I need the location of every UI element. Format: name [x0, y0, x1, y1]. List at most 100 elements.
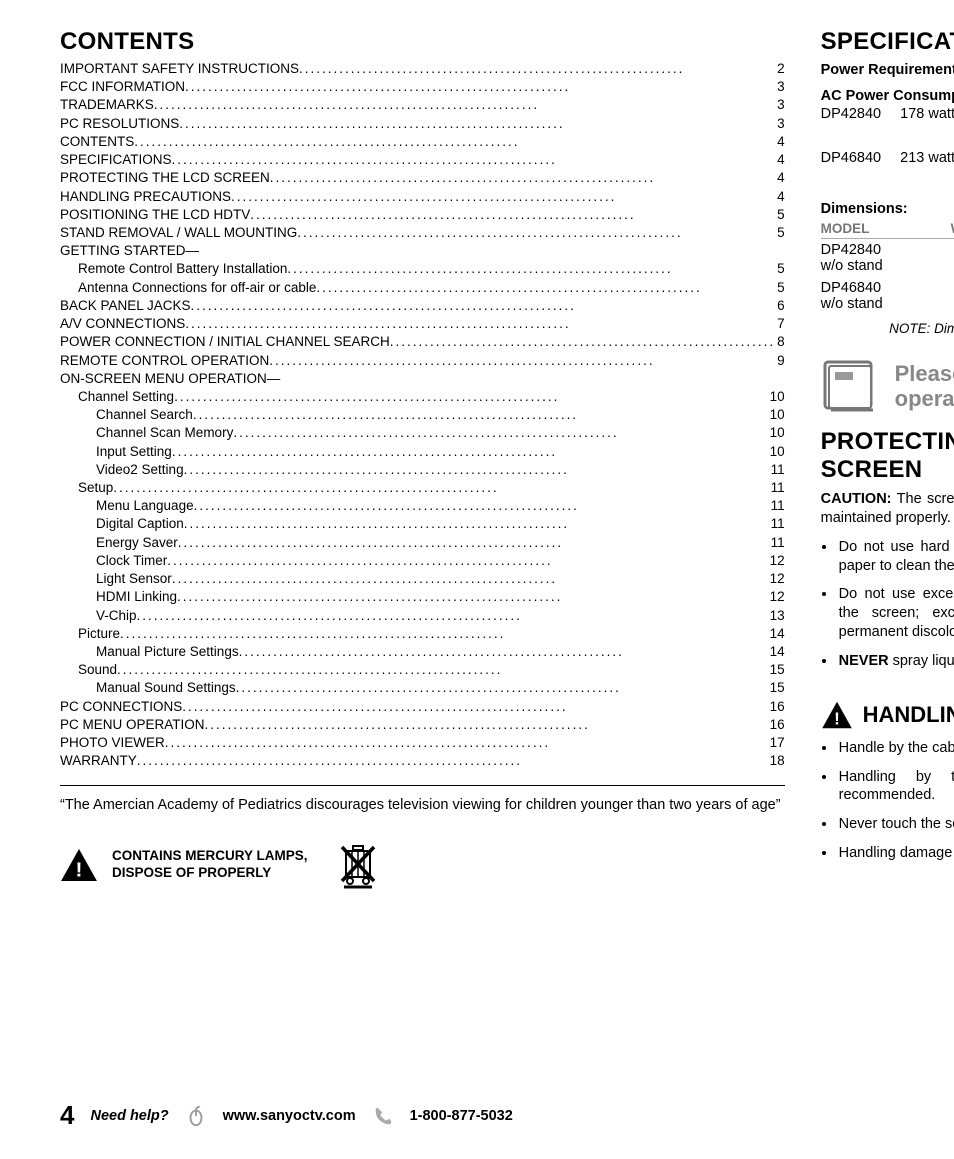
toc-label: BACK PANEL JACKS — [60, 297, 191, 315]
toc-row: POWER CONNECTION / INITIAL CHANNEL SEARC… — [60, 333, 785, 351]
toc-label: Energy Saver — [96, 534, 178, 552]
toc-page: 5 — [775, 224, 785, 242]
toc-row: PROTECTING THE LCD SCREEN 4 — [60, 169, 785, 187]
toc-page: 4 — [775, 133, 785, 151]
toc-leader — [236, 679, 768, 697]
toc-page: 5 — [775, 206, 785, 224]
table-row: DP46840w/o stand43.730.728.112.74.7 — [821, 277, 954, 315]
toc-label: HANDLING PRECAUTIONS — [60, 188, 231, 206]
toc-row: Light Sensor 12 — [60, 570, 785, 588]
toc-leader — [167, 552, 767, 570]
toc-label: Video2 Setting — [96, 461, 184, 479]
toc-label: PHOTO VIEWER — [60, 734, 165, 752]
toc-page: 11 — [769, 534, 785, 552]
toc-row: Video2 Setting 11 — [60, 461, 785, 479]
toc-row: Picture 14 — [60, 625, 785, 643]
toc-row: A/V CONNECTIONS 7 — [60, 315, 785, 333]
list-item: Handling by two or more people is recomm… — [837, 768, 954, 806]
consumption-header: AC Power Consumption: Weight: — [821, 88, 954, 104]
toc-label: Clock Timer — [96, 552, 167, 570]
toc-page: 10 — [768, 406, 785, 424]
left-column: CONTENTS IMPORTANT SAFETY INSTRUCTIONS 2… — [60, 28, 785, 889]
warning-icon: ! — [60, 848, 98, 882]
toc-row: HANDLING PRECAUTIONS 4 — [60, 188, 785, 206]
toc-label: ON-SCREEN MENU OPERATION— — [60, 370, 280, 388]
footer-url: www.sanyoctv.com — [223, 1108, 356, 1124]
toc-leader — [250, 206, 775, 224]
toc-row: V-Chip 13 — [60, 607, 785, 625]
caution-line: CAUTION: The screen can be damaged if it… — [821, 490, 954, 528]
list-item: Never touch the screen when handling. — [837, 815, 954, 834]
cell-model: DP42840w/o stand — [821, 239, 923, 278]
toc-row: Energy Saver 11 — [60, 534, 785, 552]
toc-leader — [172, 151, 776, 169]
dimensions-table: MODEL WIDTH HEIGHT DEPTH DP42840w/o stan… — [821, 219, 954, 315]
toc-row: Input Setting 10 — [60, 443, 785, 461]
footer: 4 Need help? www.sanyoctv.com 1-800-877-… — [60, 1100, 906, 1131]
toc-leader — [120, 625, 768, 643]
divider — [60, 785, 785, 786]
toc-leader — [287, 260, 775, 278]
toc-page: 14 — [768, 643, 785, 661]
toc-leader — [270, 169, 775, 187]
toc-leader — [239, 643, 768, 661]
toc-row: SPECIFICATIONS 4 — [60, 151, 785, 169]
toc-page: 2 — [775, 60, 785, 78]
toc-row: GETTING STARTED— — [60, 242, 785, 260]
toc-leader — [174, 388, 768, 406]
toc-leader — [231, 188, 775, 206]
read-first-text: Please read before operating your HDTV! — [895, 361, 954, 412]
toc-label: Manual Sound Settings — [96, 679, 236, 697]
toc-row: ON-SCREEN MENU OPERATION— — [60, 370, 785, 388]
toc-leader — [182, 698, 767, 716]
cell-width: 39.8 — [922, 239, 954, 278]
right-column: SPECIFICATIONS Power Requirement: Source… — [821, 28, 954, 889]
toc-row: Channel Setting 10 — [60, 388, 785, 406]
toc-row: STAND REMOVAL / WALL MOUNTING 5 — [60, 224, 785, 242]
toc-label: Channel Setting — [78, 388, 174, 406]
toc-page: 10 — [768, 443, 785, 461]
toc-label: Remote Control Battery Installation — [78, 260, 287, 278]
contents-heading: CONTENTS — [60, 28, 785, 56]
col-width: WIDTH — [922, 219, 954, 239]
model: DP46840 — [821, 148, 901, 192]
mouse-icon — [185, 1105, 207, 1127]
page-number: 4 — [60, 1100, 74, 1131]
toc-leader — [134, 133, 775, 151]
aap-quote: “The Amercian Academy of Pediatrics disc… — [60, 796, 785, 816]
svg-text:!: ! — [76, 858, 83, 881]
toc-leader — [205, 716, 768, 734]
toc-label: STAND REMOVAL / WALL MOUNTING — [60, 224, 297, 242]
toc-leader — [172, 570, 768, 588]
toc-row: HDMI Linking 12 — [60, 588, 785, 606]
toc-page: 11 — [769, 515, 785, 533]
dim-note: NOTE: Dimensions are in inches — [821, 321, 954, 336]
toc-label: TRADEMARKS — [60, 96, 154, 114]
toc-page: 5 — [775, 260, 785, 278]
power-req-label: Power Requirement: — [821, 62, 954, 78]
toc-leader — [113, 479, 768, 497]
toc-label: Light Sensor — [96, 570, 172, 588]
mercury-text: CONTAINS MERCURY LAMPS, DISPOSE OF PROPE… — [112, 848, 322, 882]
toc-page: 8 — [775, 333, 785, 351]
toc-page: 5 — [775, 279, 785, 297]
toc-leader — [316, 279, 775, 297]
toc-row: PC MENU OPERATION 16 — [60, 716, 785, 734]
toc-label: Antenna Connections for off-air or cable — [78, 279, 316, 297]
ac-label: AC Power Consumption: — [821, 88, 954, 104]
toc-page: 3 — [775, 78, 785, 96]
toc-page: 11 — [769, 461, 785, 479]
toc-leader — [165, 734, 768, 752]
read-first-row: Please read before operating your HDTV! — [821, 358, 954, 414]
toc-page: 11 — [769, 479, 785, 497]
toc-label: POSITIONING THE LCD HDTV — [60, 206, 250, 224]
toc-leader — [269, 352, 775, 370]
toc-page: 9 — [775, 352, 785, 370]
toc-page: 11 — [769, 497, 785, 515]
need-help: Need help? — [90, 1108, 168, 1124]
toc-row: Antenna Connections for off-air or cable… — [60, 279, 785, 297]
toc-row: Channel Search 10 — [60, 406, 785, 424]
toc-label: Channel Search — [96, 406, 193, 424]
toc-label: Input Setting — [96, 443, 172, 461]
toc-leader — [137, 752, 768, 770]
